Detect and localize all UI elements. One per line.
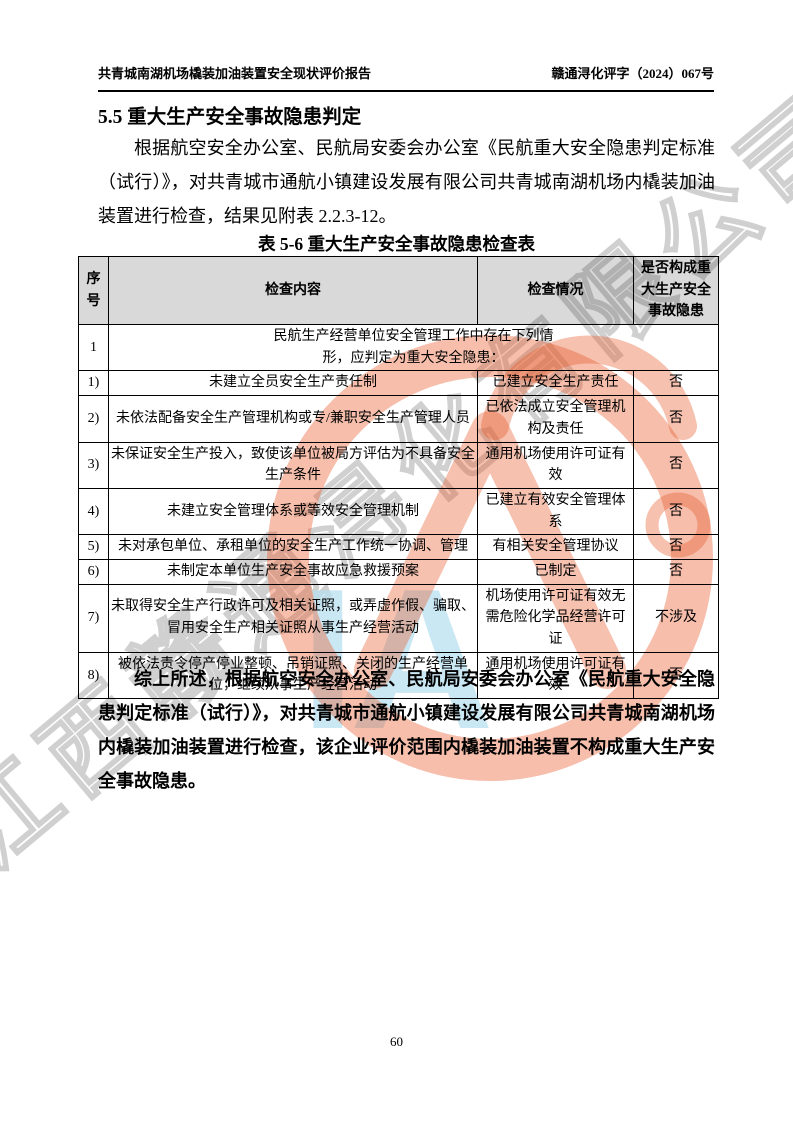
check-content-cell: 未建立安全管理体系或等效安全管理机制 — [108, 487, 478, 536]
table-row: 5) 未对承包单位、承租单位的安全生产工作统一协调、管理 有相关安全管理协议否 — [78, 534, 719, 560]
col-header-content: 检查内容 — [108, 255, 478, 326]
row-number-cell: 7) — [78, 583, 109, 653]
merged-note-text: 民航生产经营单位安全管理工作中存在下列情形，应判定为重大安全隐患： — [273, 329, 554, 366]
check-content-cell: 未建立全员安全生产责任制 — [108, 370, 478, 397]
major-hazard-cell: 否 — [633, 441, 719, 489]
table-row: 1 民航生产经营单位安全管理工作中存在下列情形，应判定为重大安全隐患： — [78, 324, 719, 372]
running-header: 共青城南湖机场橇装加油装置安全现状评价报告 赣通浔化评字（2024）067号 — [98, 63, 714, 82]
table-caption: 表 5-6 重大生产安全事故隐患检查表 — [257, 234, 536, 254]
table-row: 1) 未建立全员安全生产责任制 已建立安全生产责任否 — [78, 370, 719, 397]
major-hazard-cell: 否 — [633, 395, 719, 443]
major-hazard-cell: 否 — [633, 370, 719, 397]
row-number-cell: 5) — [78, 534, 109, 560]
table-row: 4) 未建立安全管理体系或等效安全管理机制 已建立有效安全管理体系否 — [78, 487, 719, 536]
table-row: 3) 未保证安全生产投入，致使该单位被局方评估为不具备安全生产条件 通用机场使用许可… — [78, 441, 719, 489]
check-content-cell: 未依法配备安全生产管理机构或专/兼职安全生产管理人员 — [108, 395, 478, 443]
conclusion-paragraph: 综上所述，根据航空安全办公室、民航局安委会办公室《民航重大安全隐患判定标准（试行… — [98, 669, 715, 791]
row-number-cell: 6) — [78, 558, 109, 585]
row-number-cell: 1) — [78, 370, 109, 397]
check-result-cell: 已依法成立安全管理机构及责任 — [477, 395, 634, 443]
check-content-cell: 未取得安全生产行政许可及相关证照，或弄虚作假、骗取、冒用安全生产相关证照从事生产… — [108, 583, 478, 653]
col-header-result: 检查情况 — [477, 255, 634, 326]
check-result-cell: 有相关安全管理协议 — [477, 534, 634, 560]
check-content-cell: 未保证安全生产投入，致使该单位被局方评估为不具备安全生产条件 — [108, 441, 478, 489]
table-row: 2) 未依法配备安全生产管理机构或专/兼职安全生产管理人员 已依法成立安全管理机构及… — [78, 395, 719, 443]
major-hazard-cell: 否 — [633, 534, 719, 560]
header-report-title: 共青城南湖机场橇装加油装置安全现状评价报告 — [98, 66, 372, 81]
col-header-major: 是否构成重大生产安全事故隐患 — [633, 255, 719, 326]
check-result-cell: 已建立有效安全管理体系 — [477, 487, 634, 536]
section-heading: 5.5 重大生产安全事故隐患判定 — [98, 107, 362, 128]
table-row: 6) 未制定本单位生产安全事故应急救援预案 已制定否 — [78, 558, 719, 585]
table-header-row: 序号 检查内容 检查情况 是否构成重大生产安全事故隐患 — [78, 255, 719, 326]
check-content-cell: 民航生产经营单位安全管理工作中存在下列情形，应判定为重大安全隐患： — [108, 324, 719, 372]
header-document-number: 赣通浔化评字（2024）067号 — [551, 66, 714, 81]
row-number-cell: 2) — [78, 395, 109, 443]
table-row: 7) 未取得安全生产行政许可及相关证照，或弄虚作假、骗取、冒用安全生产相关证照从事… — [78, 583, 719, 653]
major-hazard-cell: 否 — [633, 487, 719, 536]
header-divider — [98, 90, 714, 92]
row-number-cell: 8) — [78, 651, 109, 700]
major-hazard-cell: 不涉及 — [633, 583, 719, 653]
row-number-cell: 4) — [78, 487, 109, 536]
row-number-cell: 3) — [78, 441, 109, 489]
check-result-cell: 机场使用许可证有效无需危险化学品经营许可证 — [477, 583, 634, 653]
check-result-cell: 已建立安全生产责任 — [477, 370, 634, 397]
check-result-cell: 已制定 — [477, 558, 634, 585]
intro-paragraph: 根据航空安全办公室、民航局安委会办公室《民航重大安全隐患判定标准（试行）》，对共… — [98, 138, 715, 226]
col-header-no: 序号 — [78, 255, 109, 326]
check-result-cell: 通用机场使用许可证有效 — [477, 441, 634, 489]
inspection-table-body: 1 民航生产经营单位安全管理工作中存在下列情形，应判定为重大安全隐患： 1) 未建立全… — [78, 324, 719, 700]
major-hazard-cell: 否 — [633, 558, 719, 585]
check-content-cell: 未制定本单位生产安全事故应急救援预案 — [108, 558, 478, 585]
row-number-cell: 1 — [78, 324, 109, 372]
page-number: 60 — [390, 1034, 403, 1049]
hazard-check-table: 序号 检查内容 检查情况 是否构成重大生产安全事故隐患 1 民航生产经营单位安全管… — [78, 255, 719, 700]
check-content-cell: 未对承包单位、承租单位的安全生产工作统一协调、管理 — [108, 534, 478, 560]
